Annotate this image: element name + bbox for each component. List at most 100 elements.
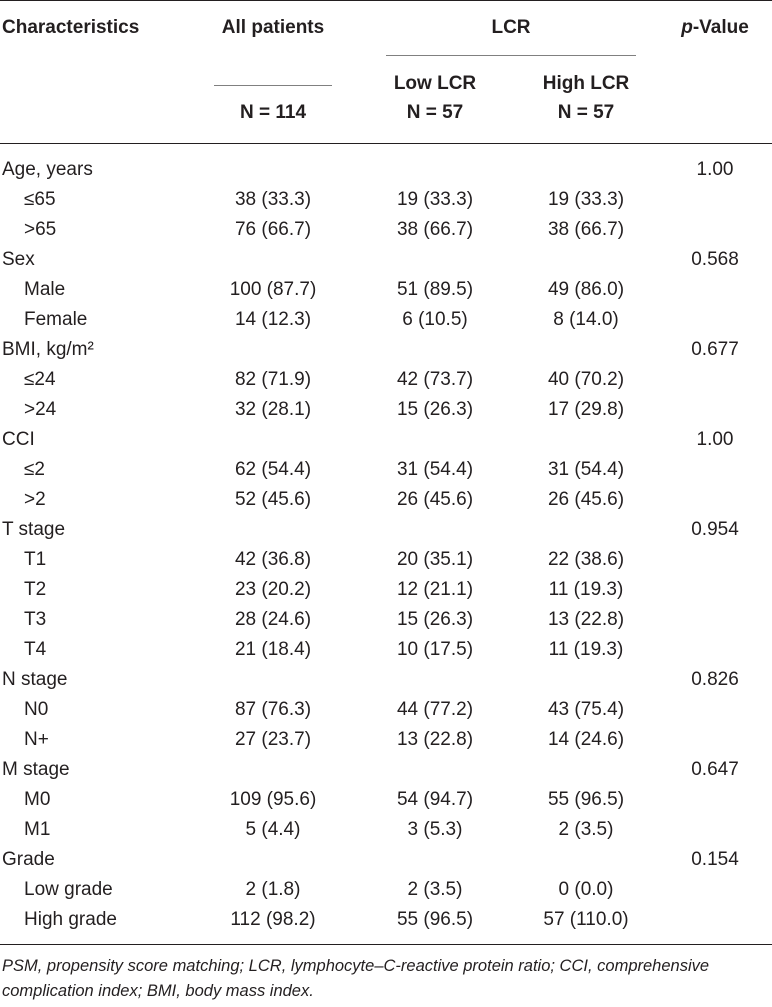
high-lcr-cell: 26 (45.6): [547, 489, 625, 510]
table-row: T3 28 (24.6) 15 (26.3) 13 (22.8): [0, 605, 772, 635]
row-label: M stage: [2, 759, 70, 780]
row-label: ≤2: [24, 459, 45, 480]
low-lcr-cell: 26 (45.6): [396, 489, 474, 510]
row-label: CCI: [2, 429, 35, 450]
row-label: Grade: [2, 849, 55, 870]
all-patients-cell: 38 (33.3): [234, 189, 312, 210]
all-patients-span-rule: [214, 85, 332, 86]
row-label: ≤65: [24, 189, 56, 210]
header-p-suffix: -Value: [692, 17, 749, 38]
all-patients-cell: 2 (1.8): [245, 879, 301, 900]
high-lcr-cell: 11 (19.3): [548, 579, 624, 600]
low-lcr-cell: 20 (35.1): [396, 549, 474, 570]
table-row: T1 42 (36.8) 20 (35.1) 22 (38.6): [0, 545, 772, 575]
table-row: ≤2 62 (54.4) 31 (54.4) 31 (54.4): [0, 455, 772, 485]
header-lcr: LCR: [491, 17, 531, 38]
table-row: T4 21 (18.4) 10 (17.5) 11 (19.3): [0, 635, 772, 665]
row-label: >65: [24, 219, 57, 240]
p-value-cell: 0.677: [691, 339, 739, 360]
row-label: Female: [24, 309, 88, 330]
low-lcr-cell: 15 (26.3): [396, 609, 474, 630]
low-lcr-cell: 13 (22.8): [396, 729, 474, 750]
row-label: >2: [24, 489, 46, 510]
header-bottom-rule: [0, 143, 772, 144]
row-label: M0: [24, 789, 51, 810]
low-lcr-cell: 6 (10.5): [402, 309, 468, 330]
row-label: >24: [24, 399, 57, 420]
all-patients-cell: 42 (36.8): [234, 549, 312, 570]
all-patients-cell: 109 (95.6): [229, 789, 317, 810]
high-lcr-cell: 2 (3.5): [558, 819, 614, 840]
table-row: T2 23 (20.2) 12 (21.1) 11 (19.3): [0, 575, 772, 605]
table-row: M1 5 (4.4) 3 (5.3) 2 (3.5): [0, 815, 772, 845]
table-group-row: Sex 0.568: [0, 245, 772, 275]
p-value-cell: 0.826: [691, 669, 739, 690]
low-lcr-cell: 38 (66.7): [396, 219, 474, 240]
table-group-row: Age, years 1.00: [0, 155, 772, 185]
table-row: >24 32 (28.1) 15 (26.3) 17 (29.8): [0, 395, 772, 425]
header-total-n: N = 114: [239, 102, 307, 123]
table-row: N+ 27 (23.7) 13 (22.8) 14 (24.6): [0, 725, 772, 755]
all-patients-cell: 52 (45.6): [234, 489, 312, 510]
all-patients-cell: 21 (18.4): [234, 639, 312, 660]
row-label: T2: [24, 579, 47, 600]
high-lcr-cell: 31 (54.4): [547, 459, 625, 480]
high-lcr-cell: 43 (75.4): [547, 699, 625, 720]
header-all-patients: All patients: [221, 17, 325, 38]
table-row: Male 100 (87.7) 51 (89.5) 49 (86.0): [0, 275, 772, 305]
p-value-cell: 1.00: [696, 429, 734, 450]
table-group-row: N stage 0.826: [0, 665, 772, 695]
table-row: ≤24 82 (71.9) 42 (73.7) 40 (70.2): [0, 365, 772, 395]
row-label: Sex: [2, 249, 35, 270]
table-row: High grade 112 (98.2) 55 (96.5) 57 (110.0): [0, 905, 772, 935]
low-lcr-cell: 19 (33.3): [396, 189, 474, 210]
high-lcr-cell: 14 (24.6): [547, 729, 625, 750]
low-lcr-cell: 2 (3.5): [407, 879, 463, 900]
high-lcr-cell: 17 (29.8): [547, 399, 625, 420]
p-value-cell: 1.00: [696, 159, 734, 180]
lcr-span-rule: [386, 55, 636, 56]
low-lcr-cell: 31 (54.4): [396, 459, 474, 480]
row-label: Age, years: [2, 159, 93, 180]
p-value-cell: 0.568: [691, 249, 739, 270]
table-row: >65 76 (66.7) 38 (66.7) 38 (66.7): [0, 215, 772, 245]
table-row: Female 14 (12.3) 6 (10.5) 8 (14.0): [0, 305, 772, 335]
table-group-row: BMI, kg/m² 0.677: [0, 335, 772, 365]
row-label: High grade: [24, 909, 117, 930]
all-patients-cell: 82 (71.9): [234, 369, 312, 390]
all-patients-cell: 62 (54.4): [234, 459, 312, 480]
row-label: ≤24: [24, 369, 56, 390]
all-patients-cell: 87 (76.3): [234, 699, 312, 720]
table-row: M0 109 (95.6) 54 (94.7) 55 (96.5): [0, 785, 772, 815]
table-row: N0 87 (76.3) 44 (77.2) 43 (75.4): [0, 695, 772, 725]
high-lcr-cell: 22 (38.6): [547, 549, 625, 570]
row-label: Male: [24, 279, 66, 300]
all-patients-cell: 27 (23.7): [234, 729, 312, 750]
table-row: Low grade 2 (1.8) 2 (3.5) 0 (0.0): [0, 875, 772, 905]
table-row: >2 52 (45.6) 26 (45.6) 26 (45.6): [0, 485, 772, 515]
table-group-row: Grade 0.154: [0, 845, 772, 875]
high-lcr-cell: 38 (66.7): [547, 219, 625, 240]
all-patients-cell: 14 (12.3): [234, 309, 312, 330]
row-label: BMI, kg/m²: [2, 339, 94, 360]
table-row: ≤65 38 (33.3) 19 (33.3) 19 (33.3): [0, 185, 772, 215]
header-high-lcr-n: N = 57: [557, 102, 615, 123]
high-lcr-cell: 19 (33.3): [547, 189, 625, 210]
p-value-cell: 0.647: [691, 759, 739, 780]
all-patients-cell: 76 (66.7): [234, 219, 312, 240]
low-lcr-cell: 51 (89.5): [396, 279, 474, 300]
low-lcr-cell: 3 (5.3): [407, 819, 463, 840]
low-lcr-cell: 12 (21.1): [396, 579, 474, 600]
all-patients-cell: 5 (4.4): [245, 819, 301, 840]
high-lcr-cell: 8 (14.0): [553, 309, 619, 330]
row-label: T3: [24, 609, 47, 630]
table-group-row: M stage 0.647: [0, 755, 772, 785]
high-lcr-cell: 13 (22.8): [547, 609, 625, 630]
all-patients-cell: 100 (87.7): [229, 279, 317, 300]
all-patients-cell: 32 (28.1): [234, 399, 312, 420]
row-label: N stage: [2, 669, 68, 690]
low-lcr-cell: 15 (26.3): [396, 399, 474, 420]
header-low-lcr-n: N = 57: [406, 102, 464, 123]
all-patients-cell: 23 (20.2): [234, 579, 312, 600]
all-patients-cell: 28 (24.6): [234, 609, 312, 630]
